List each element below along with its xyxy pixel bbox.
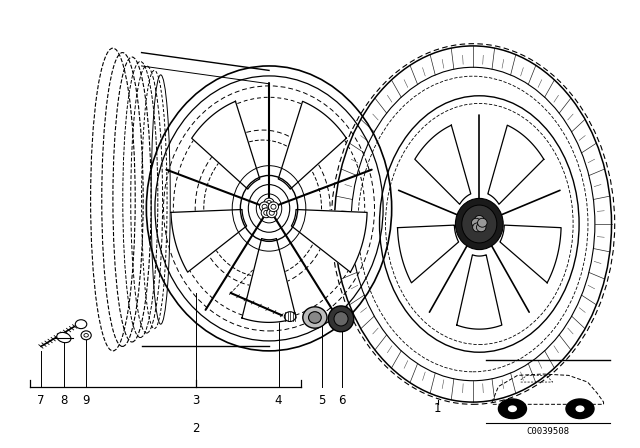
Polygon shape bbox=[397, 225, 459, 283]
Circle shape bbox=[576, 406, 584, 411]
Text: 2: 2 bbox=[192, 422, 200, 435]
Ellipse shape bbox=[308, 312, 321, 323]
Text: 6: 6 bbox=[339, 394, 346, 407]
Polygon shape bbox=[500, 225, 561, 283]
Ellipse shape bbox=[57, 332, 71, 343]
Ellipse shape bbox=[261, 208, 271, 218]
Ellipse shape bbox=[303, 307, 327, 328]
Polygon shape bbox=[192, 101, 260, 189]
Ellipse shape bbox=[477, 218, 487, 227]
Text: 4: 4 bbox=[275, 394, 282, 407]
Text: 5: 5 bbox=[318, 394, 326, 407]
Polygon shape bbox=[488, 125, 544, 204]
Polygon shape bbox=[415, 125, 471, 204]
Ellipse shape bbox=[259, 202, 269, 211]
Circle shape bbox=[566, 399, 594, 418]
Polygon shape bbox=[242, 238, 296, 323]
Ellipse shape bbox=[473, 223, 482, 232]
Ellipse shape bbox=[268, 202, 278, 211]
Ellipse shape bbox=[76, 320, 87, 329]
Ellipse shape bbox=[284, 312, 296, 322]
Ellipse shape bbox=[476, 223, 486, 232]
Circle shape bbox=[509, 406, 516, 411]
Ellipse shape bbox=[474, 215, 484, 224]
Text: 1: 1 bbox=[434, 402, 442, 415]
Ellipse shape bbox=[462, 205, 497, 243]
Ellipse shape bbox=[456, 198, 503, 250]
Circle shape bbox=[499, 399, 527, 418]
Polygon shape bbox=[457, 255, 502, 329]
Text: 8: 8 bbox=[60, 394, 68, 407]
Polygon shape bbox=[278, 101, 346, 189]
Ellipse shape bbox=[328, 306, 354, 332]
Polygon shape bbox=[291, 210, 367, 272]
Ellipse shape bbox=[81, 331, 92, 340]
Ellipse shape bbox=[334, 312, 348, 326]
Polygon shape bbox=[171, 210, 246, 272]
Text: 7: 7 bbox=[37, 394, 45, 407]
Text: C0039508: C0039508 bbox=[526, 426, 570, 435]
Ellipse shape bbox=[84, 333, 88, 337]
Ellipse shape bbox=[267, 208, 277, 218]
Ellipse shape bbox=[472, 218, 481, 227]
Text: 9: 9 bbox=[83, 394, 90, 407]
Ellipse shape bbox=[264, 198, 274, 208]
Text: 3: 3 bbox=[192, 394, 200, 407]
